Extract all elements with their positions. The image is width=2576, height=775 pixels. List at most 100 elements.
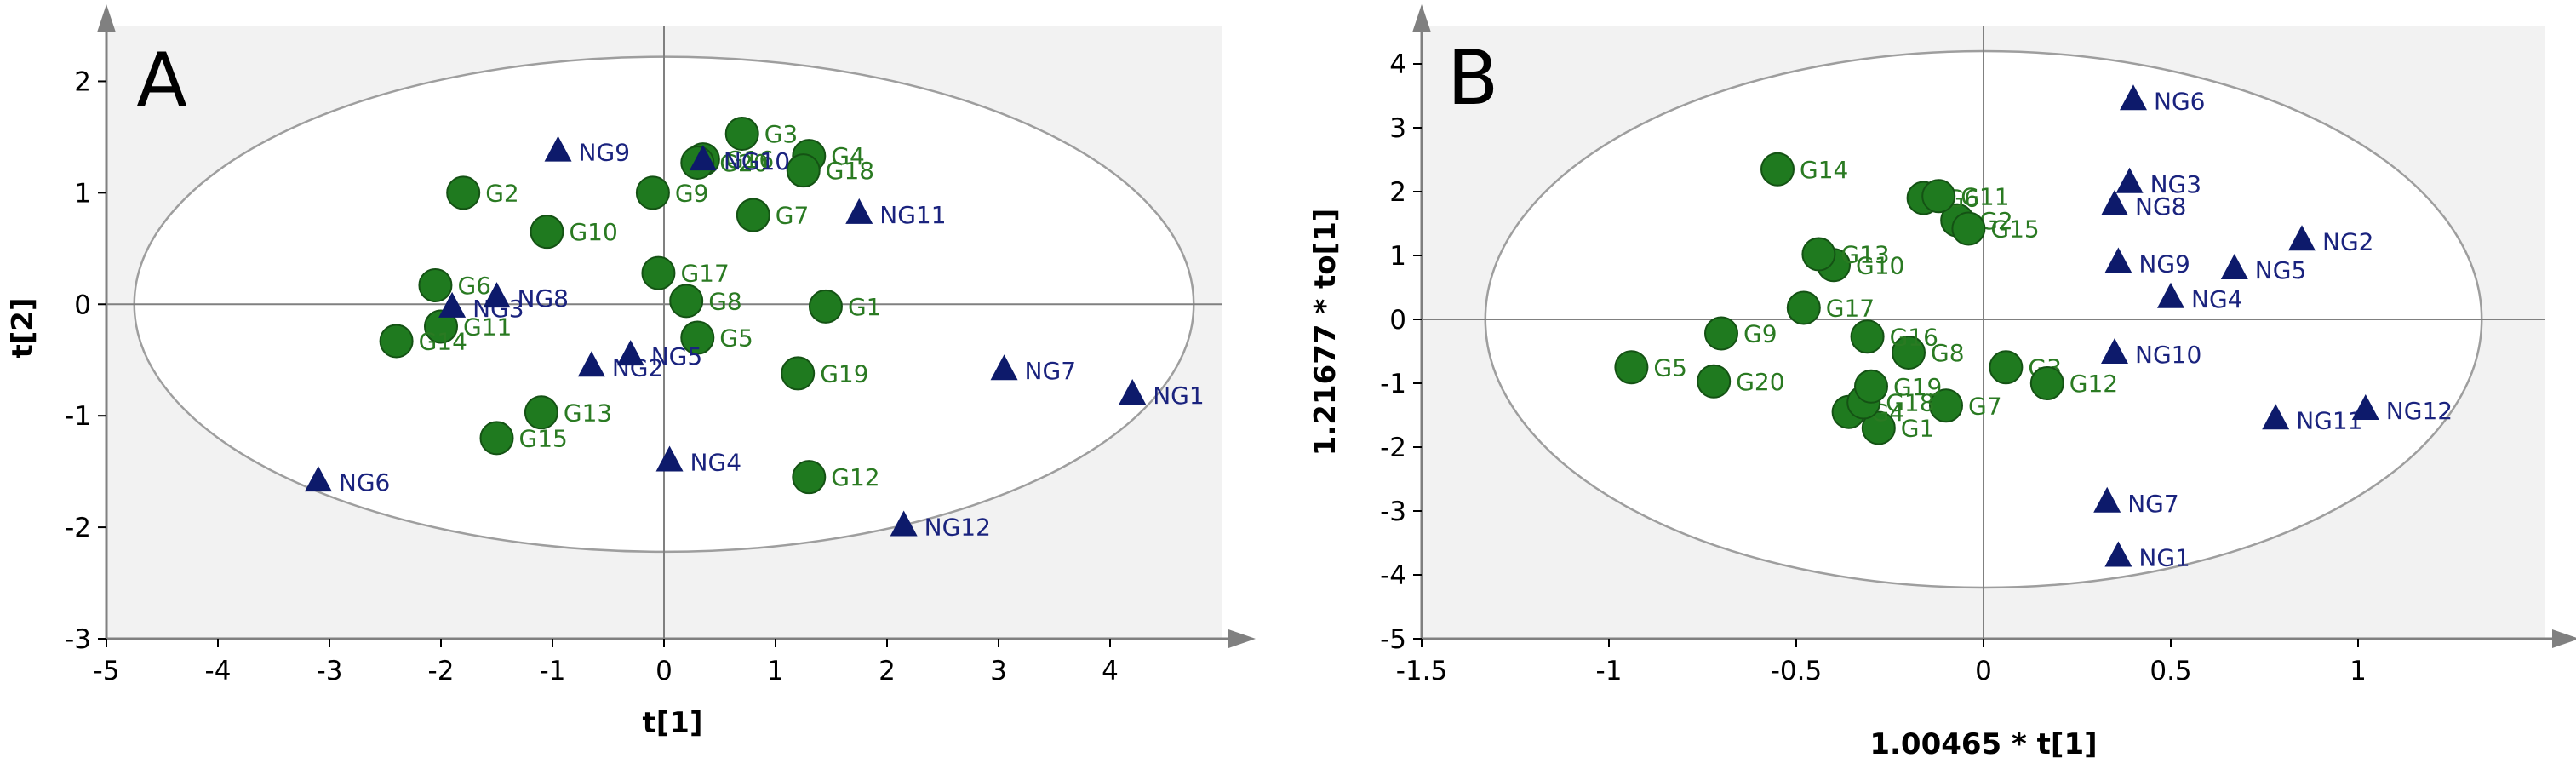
point-NG11 — [845, 198, 873, 224]
point-label-NG12: NG12 — [2386, 397, 2453, 425]
y-tick-label: 2 — [74, 66, 91, 97]
point-G15 — [1951, 211, 1986, 246]
point-label-G10: G10 — [1856, 251, 1904, 279]
point-NG7 — [990, 354, 1018, 381]
point-NG6 — [2120, 84, 2147, 111]
point-G8 — [1892, 336, 1926, 370]
point-NG3 — [438, 291, 467, 318]
point-label-G10: G10 — [569, 218, 617, 246]
x-tick-label: -1.5 — [1396, 656, 1448, 686]
point-label-G2: G2 — [485, 179, 519, 207]
point-G15 — [479, 421, 514, 456]
x-axis-arrow-icon — [1228, 629, 1256, 648]
point-NG2 — [577, 351, 605, 377]
point-G8 — [669, 284, 704, 319]
x-tick-label: 4 — [1102, 656, 1119, 686]
y-tick-label: -2 — [1380, 433, 1406, 463]
y-tick-label: -4 — [1380, 560, 1406, 591]
point-label-G13: G13 — [564, 399, 612, 427]
y-tick-label: 1 — [1389, 241, 1406, 272]
point-NG8 — [2101, 190, 2128, 215]
y-tick-label: -3 — [1380, 497, 1406, 527]
chart-panel-A: -5 -4 -3 -2 -1 0 1 2 3 4-3-2-1012t[1]t[2]AG1G2G3G… — [6, 4, 1256, 740]
y-tick-label: -1 — [1380, 369, 1406, 399]
x-tick-label: -0.5 — [1771, 656, 1823, 686]
point-G1 — [1861, 410, 1896, 445]
x-tick-label: -4 — [205, 656, 232, 686]
panel-letter: B — [1447, 34, 1498, 122]
point-label-NG7: NG7 — [1025, 357, 1076, 385]
point-label-G9: G9 — [1743, 320, 1777, 348]
point-G9 — [1704, 316, 1738, 351]
point-label-G20: G20 — [719, 149, 768, 177]
point-label-G8: G8 — [708, 287, 742, 315]
point-G19 — [1854, 369, 1888, 404]
point-label-G13: G13 — [1840, 241, 1889, 269]
point-label-NG5: NG5 — [2255, 256, 2306, 284]
point-label-G3: G3 — [764, 120, 799, 148]
point-label-NG2: NG2 — [2322, 227, 2373, 255]
x-tick-label: 1 — [767, 656, 784, 686]
y-axis-label: 1.21677 * to[1] — [1308, 209, 1342, 456]
point-G13 — [1801, 237, 1836, 272]
point-label-G15: G15 — [1990, 215, 2039, 244]
point-label-G17: G17 — [1826, 295, 1875, 323]
x-axis-arrow-icon — [2552, 629, 2576, 648]
point-label-NG4: NG4 — [2191, 285, 2242, 313]
x-tick-label: 2 — [879, 656, 896, 686]
point-NG3 — [2115, 167, 2144, 193]
point-G7 — [736, 198, 770, 232]
point-label-G7: G7 — [1968, 392, 2002, 420]
point-G5 — [1614, 350, 1649, 385]
point-label-NG11: NG11 — [2296, 406, 2362, 434]
point-G12 — [792, 460, 827, 495]
point-label-G16: G16 — [725, 146, 774, 174]
point-label-G12: G12 — [831, 463, 879, 491]
point-label-NG9: NG9 — [579, 139, 630, 167]
point-G12 — [2029, 366, 2064, 400]
point-label-NG3: NG3 — [2150, 170, 2201, 198]
point-G17 — [1786, 290, 1821, 325]
point-label-G12: G12 — [2069, 370, 2118, 398]
point-label-NG6: NG6 — [2154, 87, 2205, 115]
point-label-NG5: NG5 — [651, 342, 702, 370]
chart-panel-B: -1.5 -1 -0.5 0 0.5 1 -5 -4 -3 -2 -1 0 1 2 3 4 1.00465 * … — [1308, 4, 2576, 761]
y-tick-label: 2 — [1389, 177, 1406, 208]
point-NG4 — [655, 445, 684, 472]
point-NG5 — [616, 340, 644, 366]
y-axis-arrow-icon — [97, 4, 116, 32]
point-label-NG1: NG1 — [2138, 544, 2190, 572]
point-label-G4: G4 — [831, 142, 865, 170]
x-tick-label: -2 — [428, 656, 455, 686]
point-label-G14: G14 — [419, 327, 467, 355]
point-G6 — [418, 268, 453, 303]
point-label-NG10: NG10 — [724, 147, 790, 175]
point-G16 — [1850, 319, 1885, 354]
y-tick-label: -2 — [65, 513, 91, 543]
y-axis-label: t[2] — [6, 298, 40, 359]
point-label-NG12: NG12 — [924, 513, 991, 541]
x-axis-label: t[1] — [643, 706, 703, 740]
y-tick-label: -3 — [65, 624, 91, 655]
x-axis-label: 1.00465 * t[1] — [1869, 727, 2097, 761]
point-label-G9: G9 — [675, 179, 709, 207]
point-G17 — [641, 255, 676, 290]
panel-letter: A — [136, 37, 187, 124]
point-label-G7: G7 — [776, 202, 810, 230]
point-G2 — [446, 175, 481, 210]
x-tick-label: 1 — [2350, 656, 2367, 686]
point-label-G20: G20 — [1736, 368, 1784, 396]
point-NG5 — [2220, 254, 2248, 279]
point-G14 — [1760, 152, 1795, 187]
point-label-G18: G18 — [1886, 389, 1934, 417]
x-tick-label: 0 — [655, 656, 673, 686]
point-NG7 — [2093, 486, 2121, 513]
point-G11 — [1921, 179, 1956, 214]
point-label-NG10: NG10 — [2135, 341, 2201, 369]
point-label-NG4: NG4 — [690, 449, 741, 477]
point-G13 — [524, 395, 558, 430]
point-label-NG9: NG9 — [2138, 250, 2190, 278]
y-tick-label: -5 — [1380, 624, 1406, 655]
point-label-G11: G11 — [1961, 182, 2009, 210]
